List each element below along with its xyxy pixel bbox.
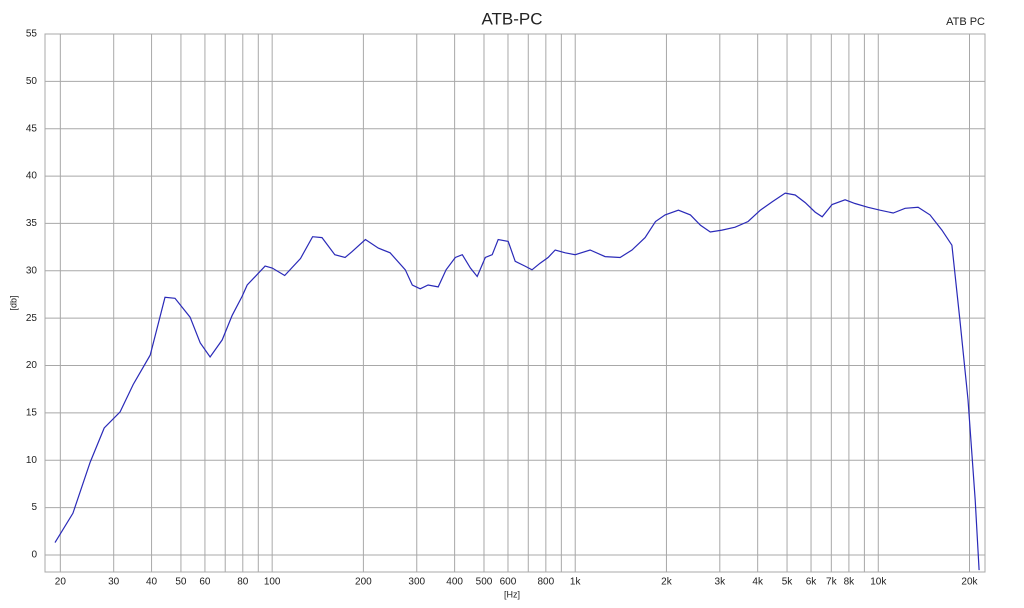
x-tick-label: 4k [752,577,764,588]
y-tick-label: 30 [26,265,38,276]
plot-frame [44,33,986,573]
x-tick-label: 20 [55,577,67,588]
x-tick-label: 800 [538,577,555,588]
y-tick-label: 10 [26,455,38,466]
y-tick-label: 55 [26,29,38,40]
x-tick-label: 8k [844,577,856,588]
legend-entry: ATB PC [946,16,985,28]
y-tick-label: 35 [26,218,38,229]
y-axis-label: [db] [8,295,18,310]
y-tick-label: 5 [31,502,37,513]
x-tick-label: 80 [237,577,249,588]
y-tick-label: 50 [26,76,38,87]
y-tick-label: 0 [31,550,37,561]
chart-title: ATB-PC [481,9,542,28]
y-tick-label: 45 [26,123,38,134]
y-tick-label: 15 [26,408,38,419]
x-tick-label: 100 [264,577,281,588]
x-tick-label: 5k [782,577,794,588]
x-tick-label: 400 [446,577,463,588]
x-tick-label: 30 [108,577,120,588]
x-tick-label: 600 [500,577,517,588]
x-tick-label: 50 [175,577,187,588]
y-tick-label: 40 [26,171,38,182]
series-line [54,192,980,571]
x-tick-label: 3k [715,577,727,588]
x-tick-label: 2k [661,577,673,588]
x-axis-label: [Hz] [504,589,520,599]
y-tick-label: 25 [26,313,38,324]
x-tick-label: 300 [408,577,425,588]
x-tick-label: 500 [476,577,493,588]
x-tick-label: 40 [146,577,158,588]
y-tick-label: 20 [26,360,38,371]
x-tick-label: 60 [199,577,211,588]
x-tick-label: 200 [355,577,372,588]
x-tick-label: 7k [826,577,838,588]
x-tick-label: 6k [806,577,818,588]
x-tick-label: 1k [570,577,582,588]
x-tick-label: 10k [870,577,887,588]
x-tick-label: 20k [961,577,978,588]
